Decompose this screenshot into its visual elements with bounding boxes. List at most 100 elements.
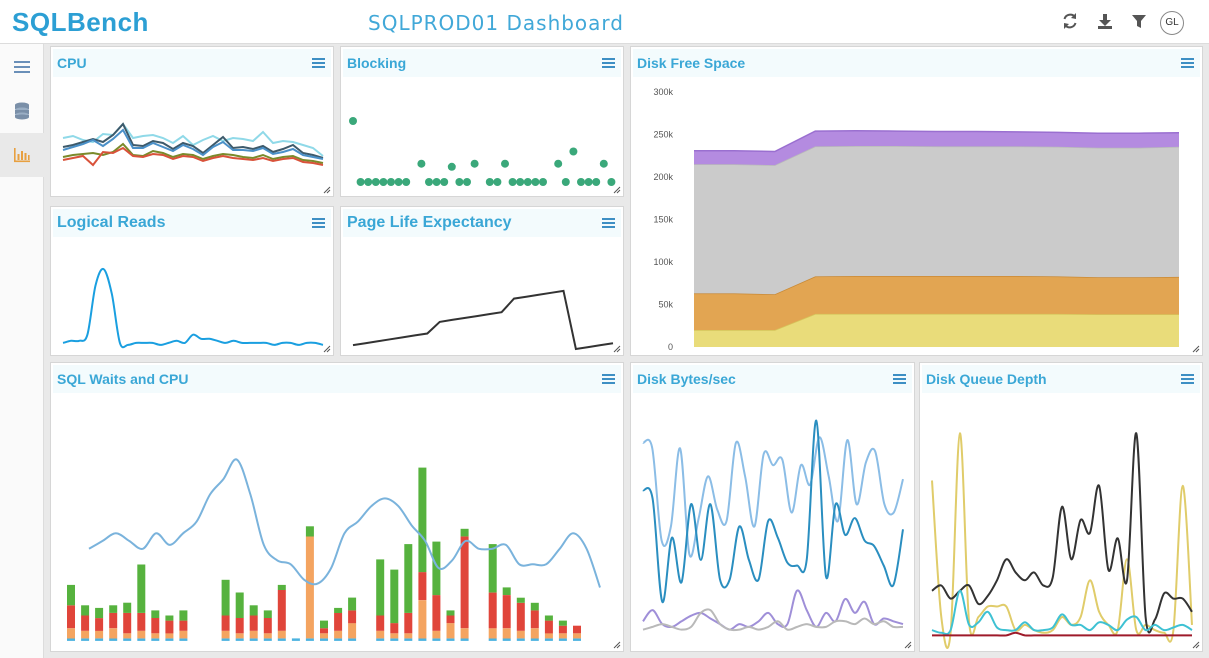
resize-handle-icon[interactable] [323,345,331,353]
panel-menu-icon[interactable] [1181,58,1194,69]
resize-handle-icon[interactable] [1192,641,1200,649]
waits-bar-segment [516,630,525,639]
panel-header: Page Life Expectancy [343,209,621,237]
panel-menu-icon[interactable] [602,58,615,69]
waits-bar-segment [320,638,328,641]
waits-bar-segment [573,625,581,634]
panel-menu-icon[interactable] [312,58,325,69]
panel-menu-icon[interactable] [602,374,615,385]
disk-queue-depth-line-chart [931,432,1193,649]
waits-bar-segment [502,628,511,639]
waits-bar-segment [249,630,258,639]
waits-bar-segment [334,630,343,639]
y-tick-label: 0 [668,342,673,352]
waits-bar-segment [320,620,328,629]
waits-bar-segment [67,628,75,639]
waits-bar-segment [277,638,286,641]
panel-title: Disk Bytes/sec [637,371,736,387]
waits-bar-segment [446,610,455,616]
disk-bytes-series-2 [642,589,904,631]
waits-bar-segment [558,625,567,634]
y-tick-label: 300k [653,87,673,97]
blocking-point [349,117,357,125]
waits-bar-segment [165,633,174,639]
waits-bar-segment [334,613,343,631]
resize-handle-icon[interactable] [613,186,621,194]
waits-bar-segment [460,528,469,537]
waits-bar-segment [390,569,399,624]
cpu-series-1 [62,122,324,159]
waits-bar-segment [573,638,581,641]
cpu-line [88,458,601,588]
waits-bar-segment [516,597,525,603]
waits-bar-segment [151,638,160,641]
cpu-series-3 [62,142,324,164]
panel-title: Logical Reads [57,214,166,231]
disk-bytes-series-1 [642,419,904,603]
y-tick-label: 100k [653,257,673,267]
sidebar-item-databases[interactable] [0,89,44,133]
sidebar-item-dashboard[interactable] [0,133,44,177]
waits-bar-segment [95,630,104,639]
waits-bar-segment [390,638,399,641]
resize-handle-icon[interactable] [904,641,912,649]
blocking-point [402,178,411,186]
waits-bar-segment [502,595,511,629]
download-icon[interactable] [1096,12,1116,32]
sidebar-item-menu[interactable] [0,45,44,89]
panel-menu-icon[interactable] [893,374,906,385]
waits-bar-segment [530,628,539,639]
panel-menu-icon[interactable] [312,218,325,229]
refresh-icon[interactable] [1061,12,1081,32]
blocking-point [425,178,433,186]
waits-bar-segment [544,620,553,634]
cpu-series-2 [62,128,324,160]
sqlbench-logo[interactable]: SQLBench [12,7,149,38]
waits-bar-segment [235,618,244,634]
filter-icon[interactable] [1130,12,1150,32]
waits-bar-segment [446,623,455,639]
resize-handle-icon[interactable] [613,345,621,353]
resize-handle-icon[interactable] [323,186,331,194]
panel-header: CPU [53,49,331,77]
panel-title: CPU [57,55,87,71]
blocking-point [447,162,456,171]
waits-bar-segment [277,590,286,631]
waits-bar-segment [263,633,272,639]
panel-title: Disk Free Space [637,55,746,71]
resize-handle-icon[interactable] [1192,345,1200,353]
panel-title: SQL Waits and CPU [57,371,189,387]
waits-bar-segment [137,564,146,613]
blocking-point [364,178,373,186]
user-avatar[interactable]: GL [1160,11,1184,35]
waits-bar-segment [221,615,230,631]
waits-bar-segment [109,612,118,629]
waits-bar-segment [432,595,441,631]
waits-bar-segment [179,620,188,631]
waits-bar-segment [418,572,427,601]
panel-menu-icon[interactable] [602,218,615,229]
blocking-point [440,178,449,186]
blocking-point [379,178,388,186]
waits-bar-segment [81,605,90,616]
panel-menu-icon[interactable] [1181,374,1194,385]
waits-bar-segment [488,592,497,629]
blocking-point [485,178,494,186]
logical-reads-panel: Logical Reads [50,206,334,356]
waits-bar-segment [390,633,399,639]
blocking-point [417,159,426,168]
waits-bar-segment [432,638,441,641]
blocking-point [508,178,517,186]
blocking-point [584,178,593,186]
waits-bar-segment [123,612,132,634]
blocking-point [387,178,395,186]
blocking-point [356,178,365,186]
waits-bar-segment [151,618,160,634]
waits-bar-segment [446,638,455,641]
waits-bar-segment [544,615,553,621]
blocking-point [592,178,601,186]
waits-bar-segment [123,633,132,639]
resize-handle-icon[interactable] [613,641,621,649]
waits-bar-segment [123,638,132,641]
waits-bar-segment [81,630,90,639]
